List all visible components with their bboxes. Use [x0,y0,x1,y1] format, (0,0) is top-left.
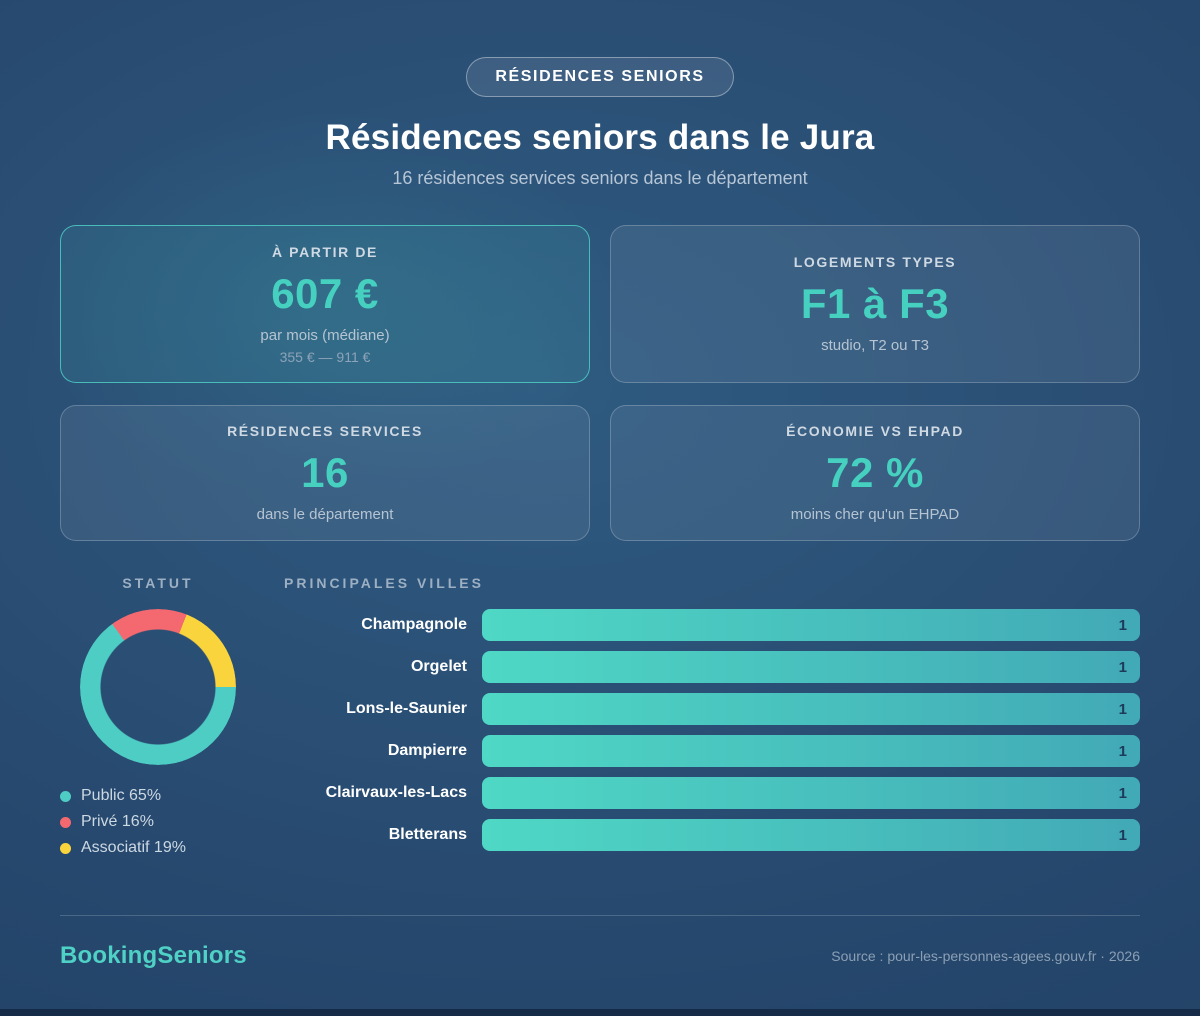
stat-sub: dans le département [256,506,394,523]
stat-value: 72 % [826,449,924,496]
bar-fill: 1 [482,819,1140,851]
stat-card-economie: ÉCONOMIE VS EHPAD 72 % moins cher qu'un … [610,405,1140,541]
category-badge: RÉSIDENCES SENIORS [466,57,734,97]
bar-label: Champagnole [361,616,467,633]
header: RÉSIDENCES SENIORS Résidences seniors da… [0,0,1200,189]
villes-heading: PRINCIPALES VILLES [284,575,484,591]
charts-row: STATUT Public 65% Privé 16% Associatif 1… [60,575,1140,865]
stat-value: 16 [301,449,349,496]
bar-track: 1 [482,693,1140,725]
bar-label: Bletterans [388,826,467,843]
brand-logo: BookingSeniors [60,942,247,969]
stat-value: F1 à F3 [800,280,950,327]
bar-row: Bletterans 1 [284,819,1140,851]
page-title: Résidences seniors dans le Jura [325,118,875,157]
legend-dot-public [60,790,71,802]
bar-track: 1 [482,819,1140,851]
bar-fill: 1 [482,693,1140,725]
bar-row: Orgelet 1 [284,651,1140,683]
stat-cards-grid: À PARTIR DE 607 € par mois (médiane) 355… [60,225,1140,541]
bar-label: Lons-le-Saunier [346,700,467,717]
statut-heading: STATUT [122,575,194,591]
stat-card-logements: LOGEMENTS TYPES F1 à F3 studio, T2 ou T3 [610,225,1140,383]
legend-item-prive: Privé 16% [60,813,256,831]
statut-section: STATUT Public 65% Privé 16% Associatif 1… [60,575,256,865]
stat-label: À PARTIR DE [271,243,378,260]
legend-item-associatif: Associatif 19% [60,839,256,857]
bar-track: 1 [482,735,1140,767]
stat-sub: moins cher qu'un EHPAD [790,506,960,523]
bar-fill: 1 [482,777,1140,809]
stat-card-price: À PARTIR DE 607 € par mois (médiane) 355… [60,225,590,383]
legend-dot-associatif [60,842,71,854]
stat-range: 355 € — 911 € [279,348,371,365]
statut-donut-chart [80,609,236,765]
stat-label: LOGEMENTS TYPES [793,254,957,270]
page-subtitle: 16 résidences services seniors dans le d… [392,168,808,188]
villes-bar-chart: Champagnole 1 Orgelet 1 Lons-le-Saunier … [284,609,1140,851]
bar-label: Clairvaux-les-Lacs [325,784,467,801]
bar-label: Orgelet [410,658,467,675]
stat-label: ÉCONOMIE VS EHPAD [786,423,964,439]
villes-section: PRINCIPALES VILLES Champagnole 1 Orgelet… [284,575,1140,865]
legend-dot-prive [60,816,71,828]
legend-label: Privé 16% [81,813,154,830]
bar-row: Clairvaux-les-Lacs 1 [284,777,1140,809]
bar-fill: 1 [482,609,1140,641]
stat-sub: par mois (médiane) [260,326,390,344]
bar-track: 1 [482,777,1140,809]
legend-label: Associatif 19% [81,839,186,856]
stat-label: RÉSIDENCES SERVICES [227,423,423,439]
stat-sub: studio, T2 ou T3 [821,337,929,354]
statut-legend: Public 65% Privé 16% Associatif 19% [60,787,256,857]
legend-label: Public 65% [81,787,162,804]
bar-row: Champagnole 1 [284,609,1140,641]
bar-label: Dampierre [387,742,467,759]
bar-row: Dampierre 1 [284,735,1140,767]
stat-card-residences: RÉSIDENCES SERVICES 16 dans le départeme… [60,405,590,541]
bottom-strip [0,1009,1200,1016]
source-credit: Source : pour-les-personnes-agees.gouv.f… [831,948,1140,964]
stat-value: 607 € [271,269,379,317]
bar-track: 1 [482,609,1140,641]
bar-row: Lons-le-Saunier 1 [284,693,1140,725]
bar-fill: 1 [482,735,1140,767]
footer: BookingSeniors Source : pour-les-personn… [60,915,1140,970]
legend-item-public: Public 65% [60,787,256,805]
bar-fill: 1 [482,651,1140,683]
bar-track: 1 [482,651,1140,683]
